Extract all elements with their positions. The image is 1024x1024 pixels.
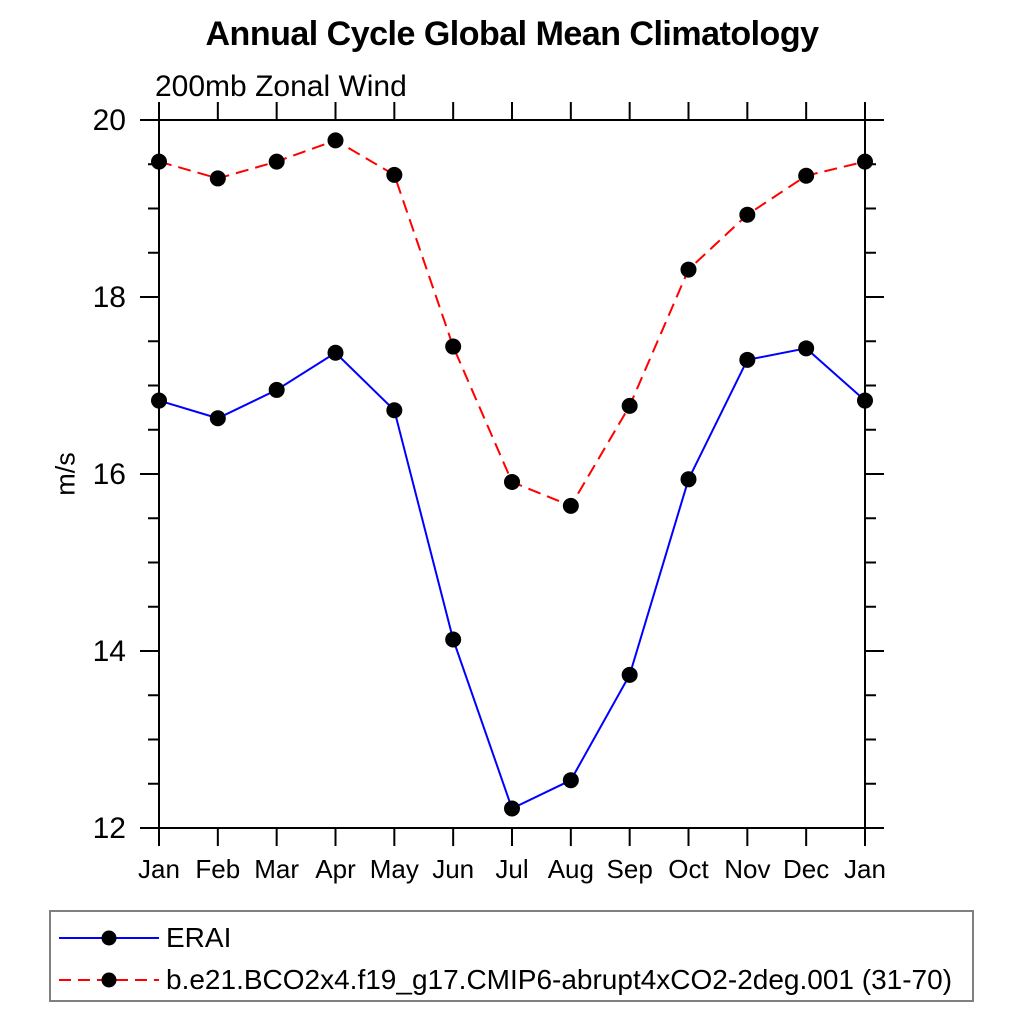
x-tick-label: Nov: [724, 854, 770, 884]
legend-item-erai: ERAI: [51, 917, 972, 959]
chart-title: Annual Cycle Global Mean Climatology: [205, 15, 820, 53]
x-tick-label: May: [370, 854, 419, 884]
y-tick-label: 20: [93, 104, 126, 137]
data-point-marker-1: [151, 153, 167, 170]
plot-frame: [158, 119, 866, 829]
data-point-marker-0: [209, 410, 226, 427]
chart-subtitle: 200mb Zonal Wind: [155, 70, 407, 103]
data-point-marker-1: [621, 397, 638, 414]
data-point-marker-0: [680, 471, 697, 488]
y-tick-label: 16: [93, 458, 126, 491]
data-point-marker-0: [798, 340, 815, 357]
data-point-marker-0: [504, 800, 520, 817]
data-point-marker-0: [562, 772, 579, 789]
data-point-marker-0: [327, 344, 344, 361]
x-tick-label: Feb: [195, 854, 240, 884]
x-tick-label: Apr: [315, 854, 356, 884]
legend-marker-icon: [101, 930, 117, 946]
data-point-marker-0: [739, 351, 756, 368]
data-point-marker-1: [268, 153, 285, 170]
legend-item-model: b.e21.BCO2x4.f19_g17.CMIP6-abrupt4xCO2-2…: [51, 959, 972, 1001]
data-point-marker-0: [268, 381, 285, 398]
legend: ERAI b.e21.BCO2x4.f19_g17.CMIP6-abrupt4x…: [49, 910, 974, 1002]
x-tick-label: Dec: [783, 854, 829, 884]
data-point-marker-1: [327, 132, 344, 149]
data-point-marker-0: [151, 392, 167, 409]
data-point-marker-1: [562, 497, 579, 514]
x-tick-label: Aug: [548, 854, 594, 884]
data-point-marker-1: [739, 206, 756, 223]
x-tick-label: Sep: [607, 854, 653, 884]
x-tick-label: Mar: [254, 854, 299, 884]
y-tick-label: 18: [93, 281, 126, 314]
x-tick-label: Jul: [495, 854, 528, 884]
series-line-0: [158, 347, 866, 810]
data-point-marker-1: [798, 167, 815, 184]
data-point-marker-0: [445, 631, 462, 648]
y-tick-label: 14: [93, 635, 126, 668]
x-tick-label: Oct: [668, 854, 709, 884]
data-point-marker-0: [386, 402, 403, 419]
series-line-1: [158, 139, 866, 508]
legend-line-sample-erai: [59, 930, 159, 946]
x-tick-label: Jan: [844, 854, 886, 884]
legend-line-sample-model: [59, 972, 159, 988]
y-tick-label: 12: [93, 812, 126, 845]
data-point-marker-1: [386, 166, 403, 183]
legend-label-erai: ERAI: [166, 922, 232, 953]
data-point-marker-1: [680, 261, 697, 278]
legend-label-model: b.e21.BCO2x4.f19_g17.CMIP6-abrupt4xCO2-2…: [166, 964, 953, 995]
y-axis-label: m/s: [50, 452, 81, 496]
x-tick-label: Jun: [432, 854, 474, 884]
data-point-marker-1: [504, 473, 520, 490]
data-point-marker-0: [621, 666, 638, 683]
data-point-marker-1: [857, 153, 873, 170]
x-tick-label: Jan: [138, 854, 180, 884]
data-point-marker-0: [857, 392, 873, 409]
legend-marker-icon: [101, 972, 117, 988]
data-point-marker-1: [445, 338, 462, 355]
data-point-marker-1: [209, 170, 226, 187]
